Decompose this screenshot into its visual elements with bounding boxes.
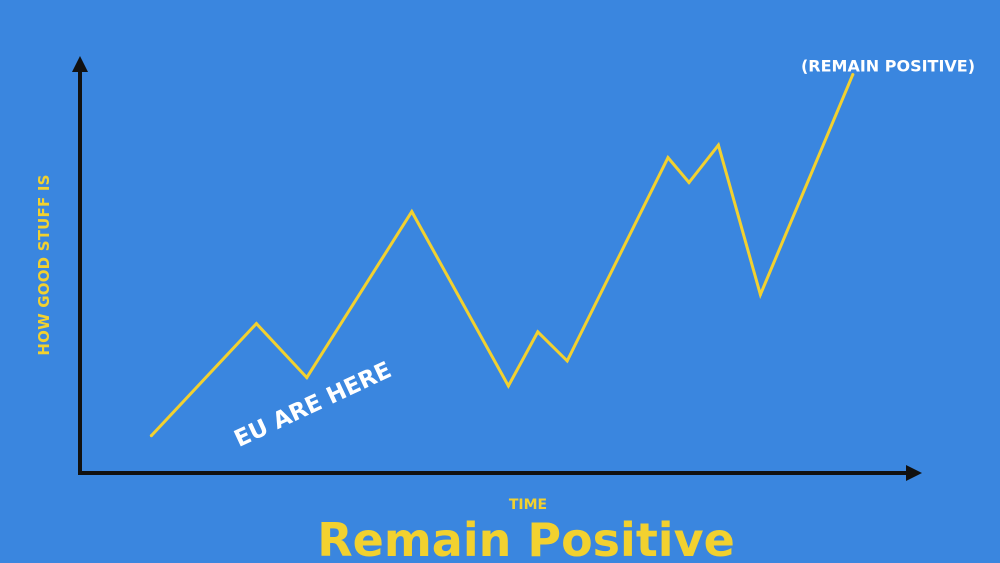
data-point [305,376,309,380]
data-point [758,293,762,297]
data-point [565,359,569,363]
data-point [687,181,691,184]
data-point [506,384,510,388]
x-axis-arrowhead [906,465,922,481]
y-axis-label: HOW GOOD STUFF IS [35,174,53,356]
chart-axes [72,56,922,481]
series-line-0 [149,73,855,438]
chart-series [149,73,855,438]
annotation-remain-positive: (REMAIN POSITIVE) [800,56,976,76]
data-point [254,322,258,326]
data-point [536,330,540,334]
x-axis-label: TIME [508,497,548,513]
chart-title: Remain Positive [317,513,735,563]
data-point [666,156,670,160]
y-axis-arrowhead [72,56,88,72]
data-point [851,73,855,77]
data-point [410,210,414,214]
data-point [149,434,153,438]
data-point [716,143,720,147]
